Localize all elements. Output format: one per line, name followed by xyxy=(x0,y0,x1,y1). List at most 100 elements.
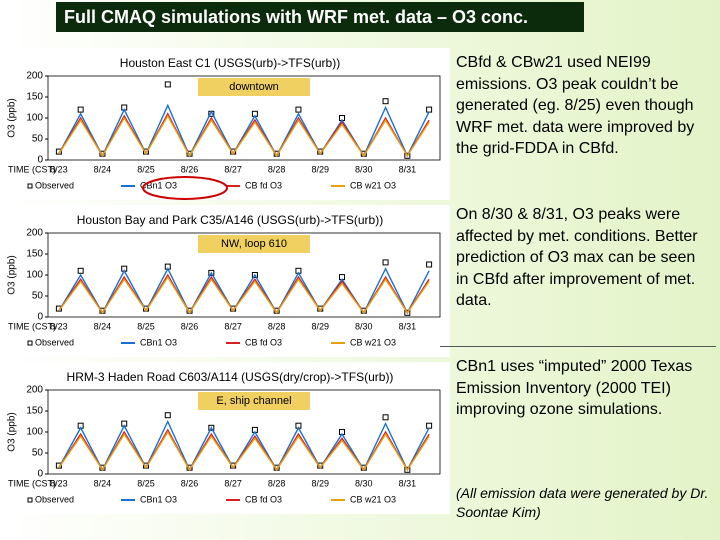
x-tick-label: 8/28 xyxy=(268,164,286,174)
y-tick-label: 50 xyxy=(32,134,44,145)
observed-point xyxy=(208,424,215,431)
observed-point xyxy=(295,106,302,113)
x-tick-label: 8/25 xyxy=(137,321,155,331)
slide-title: Full CMAQ simulations with WRF met. data… xyxy=(56,2,584,32)
divider xyxy=(440,346,716,347)
legend-label: Observed xyxy=(35,180,74,190)
legend-swatch xyxy=(27,497,33,503)
y-tick-label: 150 xyxy=(26,406,43,417)
annotation-box xyxy=(198,392,310,410)
x-tick-label: 8/23 xyxy=(50,478,68,488)
x-axis-label: TIME (CST) xyxy=(8,478,56,488)
y-tick-label: 150 xyxy=(26,92,43,103)
series-line xyxy=(58,430,430,472)
x-tick-label: 8/26 xyxy=(181,478,199,488)
observed-point xyxy=(77,106,84,113)
observed-point xyxy=(404,309,411,316)
x-tick-label: 8/27 xyxy=(224,321,242,331)
x-tick-label: 8/23 xyxy=(50,164,68,174)
observed-point xyxy=(164,81,171,88)
legend-label: Observed xyxy=(35,494,74,504)
y-tick-label: 200 xyxy=(26,385,43,396)
observed-point xyxy=(404,466,411,473)
x-axis-label: TIME (CST) xyxy=(8,321,56,331)
y-tick-label: 0 xyxy=(37,312,43,323)
y-tick-label: 150 xyxy=(26,249,43,260)
x-tick-label: 8/23 xyxy=(50,321,68,331)
observed-point xyxy=(251,272,258,278)
observed-point xyxy=(55,305,62,312)
series-line xyxy=(58,267,430,315)
observed-point xyxy=(208,269,215,276)
x-tick-label: 8/25 xyxy=(137,164,155,174)
legend-label: CB fd O3 xyxy=(245,337,282,347)
x-tick-label: 8/24 xyxy=(94,164,112,174)
x-tick-label: 8/31 xyxy=(399,164,417,174)
legend-label: CB fd O3 xyxy=(245,180,282,190)
annotation-box xyxy=(198,78,310,96)
observed-point xyxy=(426,261,433,268)
highlight-ellipse xyxy=(142,176,228,200)
y-tick-label: 100 xyxy=(26,113,43,124)
y-tick-label: 200 xyxy=(26,71,43,82)
note: CBn1 uses “imputed” 2000 Texas Emission … xyxy=(456,358,693,418)
x-tick-label: 8/24 xyxy=(94,321,112,331)
note: On 8/30 & 8/31, O3 peaks were affected b… xyxy=(456,206,698,309)
x-tick-label: 8/30 xyxy=(355,478,373,488)
observed-point xyxy=(55,148,62,155)
x-tick-label: 8/31 xyxy=(399,321,417,331)
y-tick-label: 100 xyxy=(26,270,43,281)
x-tick-label: 8/28 xyxy=(268,478,286,488)
chart-title: HRM-3 Haden Road C603/A114 (USGS(dry/cro… xyxy=(67,370,394,384)
note: CBfd & CBw21 used NEI99 emissions. O3 pe… xyxy=(456,54,695,157)
x-tick-label: 8/28 xyxy=(268,321,286,331)
y-tick-label: 0 xyxy=(37,469,43,480)
observed-point xyxy=(382,98,389,105)
legend-label: CB w21 O3 xyxy=(350,337,396,347)
chart-title: Houston East C1 (USGS(urb)->TFS(urb)) xyxy=(120,56,340,70)
series-line xyxy=(58,103,430,158)
chart-title: Houston Bay and Park C35/A146 (USGS(urb)… xyxy=(77,213,383,227)
legend-label: CBn1 O3 xyxy=(140,494,177,504)
legend-label: CBn1 O3 xyxy=(140,337,177,347)
series-line xyxy=(58,114,430,158)
observed-point xyxy=(55,462,62,469)
x-tick-label: 8/30 xyxy=(355,164,373,174)
observed-point xyxy=(404,152,411,159)
y-tick-label: 50 xyxy=(32,448,44,459)
y-tick-label: 50 xyxy=(32,291,44,302)
y-axis-label: O3 (ppb) xyxy=(7,98,18,137)
observed-point xyxy=(382,259,389,266)
legend-label: CB w21 O3 xyxy=(350,180,396,190)
legend-label: CB w21 O3 xyxy=(350,494,396,504)
observed-point xyxy=(164,412,171,419)
x-tick-label: 8/27 xyxy=(224,164,242,174)
legend-label: CB fd O3 xyxy=(245,494,282,504)
annotation: downtown xyxy=(229,81,279,93)
note: (All emission data were generated by Dr.… xyxy=(456,485,709,520)
y-axis-label: O3 (ppb) xyxy=(7,412,18,451)
observed-point xyxy=(382,414,389,421)
annotation-box xyxy=(198,235,310,253)
x-axis-label: TIME (CST) xyxy=(8,164,56,174)
x-tick-label: 8/24 xyxy=(94,478,112,488)
x-tick-label: 8/31 xyxy=(399,478,417,488)
y-tick-label: 100 xyxy=(26,427,43,438)
x-tick-label: 8/29 xyxy=(311,321,329,331)
x-tick-label: 8/29 xyxy=(311,478,329,488)
x-tick-label: 8/26 xyxy=(181,164,199,174)
y-tick-label: 0 xyxy=(37,155,43,166)
legend-label: Observed xyxy=(35,337,74,347)
x-tick-label: 8/29 xyxy=(311,164,329,174)
observed-point xyxy=(77,267,84,274)
annotation: E, ship channel xyxy=(216,395,291,407)
x-tick-label: 8/26 xyxy=(181,321,199,331)
legend-label: CBn1 O3 xyxy=(140,180,177,190)
y-tick-label: 200 xyxy=(26,228,43,239)
y-axis-label: O3 (ppb) xyxy=(7,255,18,294)
x-tick-label: 8/27 xyxy=(224,478,242,488)
x-tick-label: 8/30 xyxy=(355,321,373,331)
x-tick-label: 8/25 xyxy=(137,478,155,488)
series-line xyxy=(58,275,430,315)
annotation: NW, loop 610 xyxy=(221,238,287,250)
